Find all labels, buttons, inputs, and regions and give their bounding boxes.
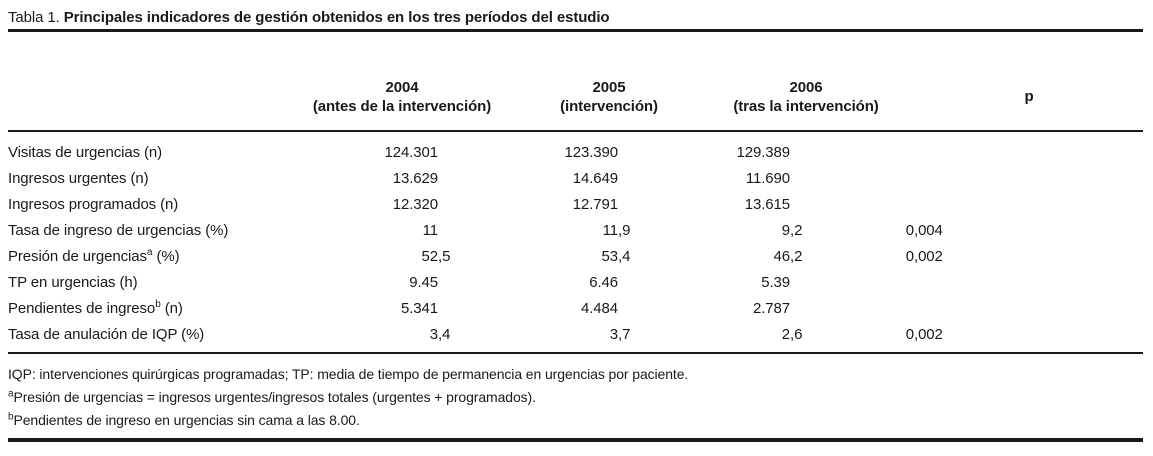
value-2004: 124.301 (384, 143, 438, 161)
value-p: 0,004 (905, 221, 943, 239)
table-row: Visitas de urgencias (n) 124.301 123.390… (8, 139, 1143, 165)
row-label-text: Ingresos programados (n) (8, 195, 179, 213)
column-header-2006: 2006 (tras la intervención) (733, 78, 878, 116)
value-2005: 6.46 (589, 273, 618, 291)
value-2004: 52,5 (421, 247, 451, 265)
footnote-b: bPendientes de ingreso en urgencias sin … (8, 409, 1143, 432)
value-2005: 53,4 (601, 247, 631, 265)
row-label: Pendientes de ingresob (n) (8, 298, 304, 317)
value-2005: 4.484 (580, 299, 618, 317)
table-row: TP en urgencias (h) 9.45 6.46 5.39 (8, 269, 1143, 295)
table-row: Ingresos urgentes (n) 13.629 14.649 11.6… (8, 165, 1143, 191)
row-label: Ingresos urgentes (n) (8, 170, 304, 187)
row-label: Tasa de anulación de IQP (%) (8, 326, 304, 343)
row-label-text: Ingresos urgentes (n) (8, 169, 149, 187)
column-header-2005: 2005 (intervención) (560, 78, 658, 116)
value-p: 0,002 (905, 325, 943, 343)
value-2006: 2,6 (781, 325, 803, 343)
row-label-suffix: (n) (160, 299, 183, 317)
value-2004: 9.45 (409, 273, 438, 291)
table-row: Presión de urgenciasa (%) 52,5 53,4 46,2… (8, 243, 1143, 269)
table-caption: Tabla 1. Principales indicadores de gesti… (8, 8, 1143, 27)
row-label-text: Presión de urgencias (8, 247, 147, 265)
footnote-text: Pendientes de ingreso en urgencias sin c… (13, 412, 360, 428)
table-title: Principales indicadores de gestión obten… (63, 9, 610, 26)
value-2006: 129.389 (736, 143, 790, 161)
footnote-superscript: a (8, 388, 14, 400)
column-year-2006: 2006 (789, 79, 823, 96)
table-footnotes: IQP: intervenciones quirúrgicas programa… (8, 354, 1143, 432)
value-2004: 3,4 (429, 325, 451, 343)
column-subtitle-2005: (intervención) (560, 98, 658, 115)
row-label-text: Tasa de anulación de IQP (%) (8, 325, 205, 343)
table-body: Visitas de urgencias (n) 124.301 123.390… (8, 132, 1143, 347)
value-2005: 12.791 (572, 195, 618, 213)
column-year-2004: 2004 (385, 79, 419, 96)
footnote-superscript: b (8, 411, 14, 423)
row-label-superscript: a (146, 246, 153, 258)
footnote-text: Presión de urgencias = ingresos urgentes… (13, 389, 536, 405)
column-subtitle-2006: (tras la intervención) (733, 98, 879, 115)
footnote-rule (8, 352, 1143, 354)
value-2005: 123.390 (564, 143, 618, 161)
row-label-superscript: b (155, 298, 161, 310)
table-row: Tasa de ingreso de urgencias (%) 11 11,9… (8, 217, 1143, 243)
footnote-abbreviations: IQP: intervenciones quirúrgicas programa… (8, 363, 1143, 386)
value-2004: 5.341 (400, 299, 438, 317)
value-2006: 46,2 (773, 247, 803, 265)
value-2005: 11,9 (602, 221, 631, 239)
column-subtitle-2004: (antes de la intervención) (312, 98, 492, 115)
row-label: Visitas de urgencias (n) (8, 144, 304, 161)
row-label: TP en urgencias (h) (8, 274, 304, 291)
value-2004: 12.320 (392, 195, 438, 213)
value-2006: 13.615 (744, 195, 790, 213)
table-row: Tasa de anulación de IQP (%) 3,4 3,7 2,6… (8, 321, 1143, 347)
table-row: Pendientes de ingresob (n) 5.341 4.484 2… (8, 295, 1143, 321)
row-label: Presión de urgenciasa (%) (8, 246, 304, 265)
row-label: Tasa de ingreso de urgencias (%) (8, 222, 304, 239)
row-label-text: Pendientes de ingreso (8, 299, 156, 317)
value-2006: 5.39 (761, 273, 790, 291)
p-column-label: p (1024, 88, 1034, 105)
value-2006: 9,2 (781, 221, 803, 239)
row-label-text: Visitas de urgencias (n) (8, 143, 163, 161)
value-2006: 11.690 (745, 169, 790, 187)
column-header-2004: 2004 (antes de la intervención) (313, 78, 491, 116)
row-label-suffix: (%) (152, 247, 180, 265)
value-2004: 11 (422, 221, 438, 239)
top-rule (8, 29, 1143, 32)
row-label-text: Tasa de ingreso de urgencias (%) (8, 221, 229, 239)
bottom-rule (8, 438, 1143, 442)
value-2006: 2.787 (752, 299, 790, 317)
row-label: Ingresos programados (n) (8, 196, 304, 213)
table-number: Tabla 1. (8, 9, 60, 26)
footnote-a: aPresión de urgencias = ingresos urgente… (8, 386, 1143, 409)
value-p: 0,002 (905, 247, 943, 265)
value-2005: 3,7 (609, 325, 631, 343)
table-row: Ingresos programados (n) 12.320 12.791 1… (8, 191, 1143, 217)
column-header-p: p (1024, 87, 1033, 106)
column-year-2005: 2005 (592, 79, 626, 96)
row-label-text: TP en urgencias (h) (8, 273, 138, 291)
table-header: 2004 (antes de la intervención) 2005 (in… (8, 32, 1143, 132)
value-2005: 14.649 (572, 169, 618, 187)
footnote-text: IQP: intervenciones quirúrgicas programa… (8, 366, 689, 382)
value-2004: 13.629 (392, 169, 438, 187)
